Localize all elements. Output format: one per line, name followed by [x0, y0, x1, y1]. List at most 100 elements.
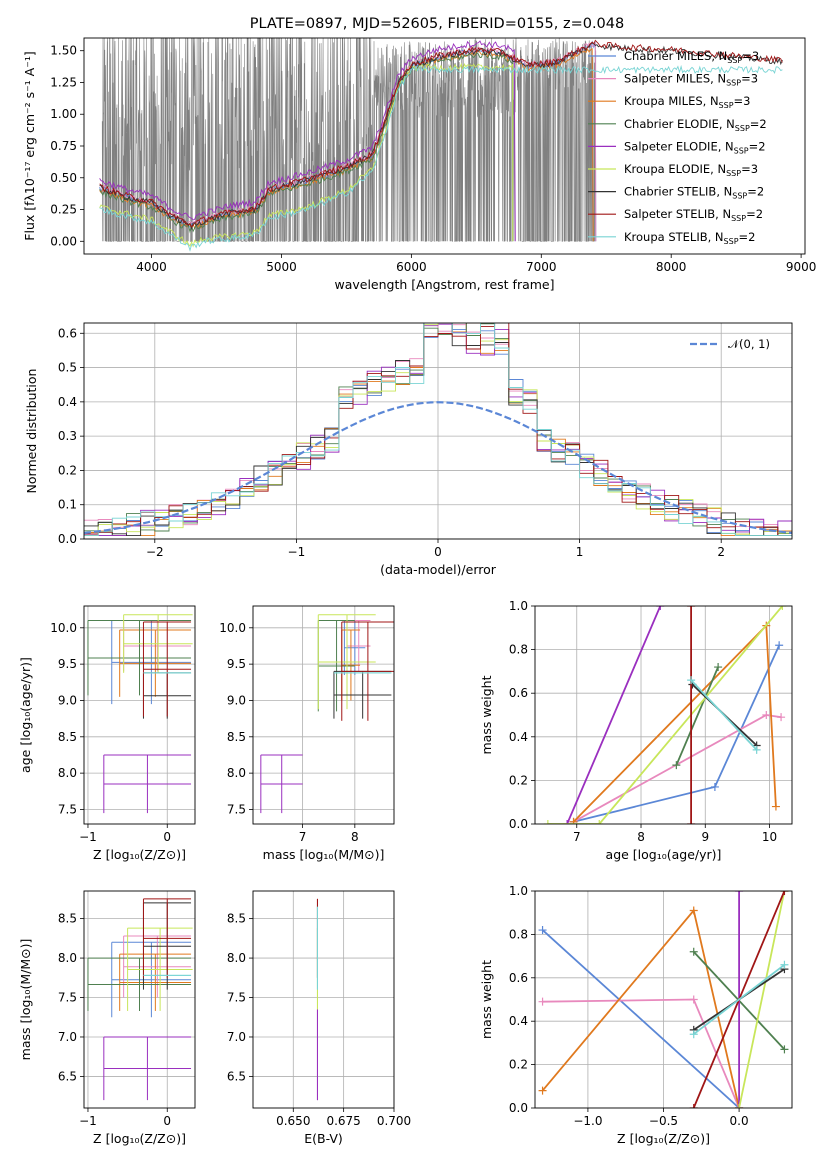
legend-entry: Kroupa ELODIE, NSSP=3 — [624, 162, 758, 178]
x-axis-label: wavelength [Angstrom, rest frame] — [334, 277, 554, 292]
series-kroupa-miles — [569, 621, 780, 824]
y-tick-label: 8.5 — [58, 730, 77, 744]
legend-name: Salpeter MILES, N — [624, 72, 726, 86]
axes-spectrum: 4000 5000 6000 7000 8000 9000 0.00 0.25 0.50 0.75… — [22, 37, 816, 292]
cross-chabrier-stelib — [333, 670, 392, 719]
series-marker — [778, 606, 787, 610]
x-tick-label: −1.0 — [573, 1114, 602, 1128]
legend-nssp: =3 — [741, 162, 758, 176]
histogram-kroupa-stelib — [84, 323, 792, 537]
legend-nssp: =2 — [739, 230, 756, 244]
cross-kroupa-miles — [119, 629, 192, 697]
legend-name: Kroupa STELIB, N — [624, 230, 724, 244]
legend-nssp: =3 — [742, 49, 759, 63]
series-line — [690, 679, 758, 751]
series-line — [541, 908, 740, 1108]
series-line — [572, 623, 777, 823]
plot-area — [535, 891, 792, 1108]
x-tick-label: 10 — [762, 830, 777, 844]
series-marker — [563, 820, 572, 824]
cross-salpeter-stelib — [341, 621, 394, 721]
series-marker — [714, 663, 723, 672]
x-tick-label: −0.5 — [649, 1114, 678, 1128]
axes-age_vs_mass: 7 8 7.5 8.0 8.5 9.0 9.5 10.0 mass [log₁₀(M/M⊙)] — [219, 605, 395, 862]
y-tick-label: 0.0 — [509, 1101, 528, 1115]
series-kroupa-stelib — [687, 676, 761, 754]
y-tick-label: 1.00 — [50, 107, 77, 121]
series-marker — [689, 1030, 698, 1039]
x-tick-label: 7 — [299, 830, 307, 844]
legend-subscript: SSP — [727, 56, 742, 65]
y-tick-label: 6.5 — [58, 1069, 77, 1083]
y-axis-label: age [log₁₀(age/yr)] — [18, 657, 33, 773]
y-tick-label: 7.5 — [227, 991, 246, 1005]
y-tick-label: 1.25 — [50, 75, 77, 89]
legend-subscript: SSP — [719, 101, 734, 110]
y-tick-label: 0.6 — [509, 686, 528, 700]
x-tick-label: −2 — [146, 545, 164, 559]
y-tick-label: 0.6 — [58, 326, 77, 340]
y-tick-label: 0.4 — [509, 1014, 528, 1028]
x-tick-label: 0.0 — [730, 1114, 749, 1128]
y-axis-label: mass weight — [479, 960, 494, 1039]
model-line-kroupa-stelib — [99, 64, 783, 252]
series-marker — [538, 926, 547, 935]
y-axis-label: mass weight — [479, 675, 494, 754]
axes-frame — [252, 605, 395, 825]
model-line-kroupa-elodie — [99, 62, 514, 248]
series-marker — [780, 891, 789, 895]
legend-nssp: =3 — [734, 94, 751, 108]
x-axis-label: (data-model)/error — [380, 562, 497, 577]
y-tick-label: 7.0 — [227, 1030, 246, 1044]
y-tick-label: 8.0 — [227, 951, 246, 965]
x-tick-label: 0.650 — [276, 1114, 310, 1128]
series-salpeter-stelib — [687, 606, 696, 824]
series-line — [738, 891, 786, 1108]
plot-area — [253, 891, 394, 1108]
y-axis-label: Normed distribution — [24, 369, 39, 494]
legend-entry: Chabrier STELIB, NSSP=2 — [624, 185, 764, 201]
x-axis-label: mass [log₁₀(M/M⊙)] — [263, 847, 385, 862]
axes-frame — [83, 890, 196, 1109]
cross-salpeter-stelib — [142, 621, 192, 717]
series-marker — [656, 606, 665, 610]
axes-frame — [83, 322, 793, 540]
axes-weight_vs_age: 7 8 9 10 0.0 0.2 0.4 0.6 0.8 1.0 age [log₁₀(age/yr… — [479, 599, 793, 862]
axes-weight_vs_Z: −1.0 −0.5 0.0 0.0 0.2 0.4 0.6 0.8 1.0 Z [log₁₀(Z/… — [479, 884, 793, 1146]
x-tick-label: 4000 — [136, 260, 167, 274]
legend-entry: Chabrier ELODIE, NSSP=2 — [624, 117, 767, 133]
x-axis-label: Z [log₁₀(Z/Z⊙)] — [93, 847, 186, 862]
cross-salpeter-elodie — [260, 754, 303, 814]
plot-area — [99, 38, 783, 252]
model-line-chabrier-elodie — [99, 52, 514, 242]
y-tick-label: 8.0 — [227, 766, 246, 780]
y-tick-label: 9.5 — [58, 657, 77, 671]
y-tick-label: 0.0 — [509, 817, 528, 831]
series-marker — [710, 782, 719, 791]
series-marker — [689, 906, 698, 915]
cross-salpeter-elodie — [103, 754, 192, 814]
y-tick-label: 6.5 — [227, 1069, 246, 1083]
legend-entry: Chabrier MILES, NSSP=3 — [624, 49, 759, 65]
series-marker — [689, 1104, 698, 1108]
x-tick-label: 9 — [701, 830, 709, 844]
cross-kroupa-miles — [119, 953, 192, 1011]
axes-frame — [83, 37, 806, 255]
y-tick-label: 9.0 — [227, 693, 246, 707]
y-tick-label: 8.5 — [227, 730, 246, 744]
y-tick-label: 7.5 — [227, 802, 246, 816]
axes-frame — [252, 890, 395, 1109]
series-line — [542, 998, 740, 1108]
series-marker — [672, 761, 681, 770]
x-tick-label: 0 — [163, 830, 171, 844]
series-chabrier-elodie — [672, 663, 723, 770]
y-tick-label: 8.5 — [58, 912, 77, 926]
cross-kroupa-elodie — [317, 614, 376, 710]
y-tick-label: 8.5 — [227, 912, 246, 926]
series-marker — [780, 1045, 789, 1054]
x-tick-label: 7 — [573, 830, 581, 844]
legend-subscript: SSP — [726, 79, 741, 88]
x-tick-label: −1 — [79, 830, 97, 844]
